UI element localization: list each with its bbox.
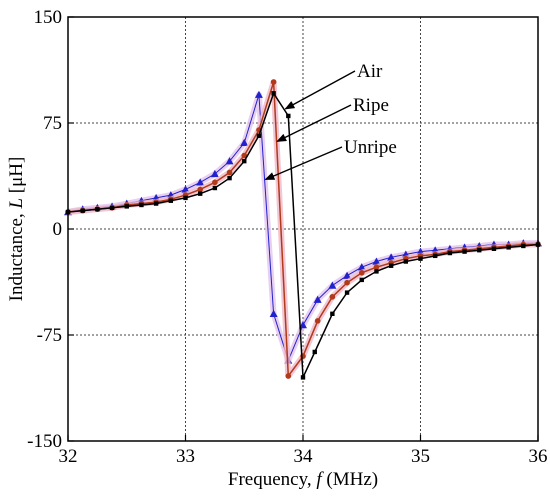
data-point-air <box>521 243 526 249</box>
data-point-unripe <box>313 295 322 303</box>
data-point-air <box>168 198 174 203</box>
data-point-air <box>312 349 317 355</box>
data-point-unripe <box>181 185 190 193</box>
x-tick-label: 34 <box>294 446 314 467</box>
y-tick-label: 150 <box>34 7 63 28</box>
x-axis-title-unit: (MHz) <box>322 469 378 490</box>
data-point-air <box>388 263 394 268</box>
x-tick-label: 35 <box>411 446 430 467</box>
x-axis-title-symbol: f <box>316 469 324 490</box>
data-point-unripe <box>269 309 278 317</box>
data-point-air <box>506 245 511 250</box>
data-point-air <box>344 290 350 295</box>
data-point-unripe <box>357 263 366 271</box>
data-point-ripe <box>241 152 248 159</box>
data-point-ripe <box>329 294 336 300</box>
data-point-ripe <box>226 169 233 176</box>
data-point-air <box>491 246 497 251</box>
data-point-air <box>447 250 453 256</box>
axis-ticks: 32 33 34 35 36 150 75 0 -75 -150 <box>27 7 547 467</box>
y-axis-title-symbol: L <box>6 198 27 210</box>
data-point-unripe <box>343 271 352 279</box>
series-air <box>65 91 541 380</box>
data-point-air <box>109 205 115 210</box>
data-point-air <box>271 91 276 96</box>
y-axis-title-unit: [μH] <box>6 157 27 198</box>
data-point-air <box>477 248 482 253</box>
y-tick-label: 0 <box>53 219 63 240</box>
data-point-unripe <box>240 138 249 146</box>
annotation-arrow-air <box>284 70 356 110</box>
data-point-air <box>95 207 100 212</box>
data-point-ripe <box>212 179 218 186</box>
data-point-ripe <box>197 186 203 193</box>
data-point-unripe <box>210 169 219 178</box>
data-point-air <box>330 311 335 316</box>
data-point-air <box>359 277 364 283</box>
y-tick-label: 75 <box>43 113 62 134</box>
data-point-ripe <box>373 264 380 270</box>
data-point-air <box>197 191 203 196</box>
data-point-air <box>256 133 262 138</box>
x-tick-label: 32 <box>59 446 78 467</box>
data-point-air <box>286 113 291 119</box>
data-point-air <box>80 208 85 213</box>
y-tick-label: -75 <box>37 325 62 346</box>
data-point-ripe <box>358 270 365 276</box>
annotation-ripe: Ripe <box>276 95 389 143</box>
annotation-label-ripe: Ripe <box>353 95 389 116</box>
data-point-air <box>432 253 438 259</box>
data-point-unripe <box>299 321 307 329</box>
annotation-unripe: Unripe <box>264 137 397 181</box>
annotation-label-air: Air <box>357 61 383 82</box>
data-point-ripe <box>314 318 321 324</box>
annotations: Air Ripe Unripe <box>264 61 397 181</box>
data-point-unripe <box>328 281 337 289</box>
data-point-air <box>374 269 379 274</box>
x-tick-label: 33 <box>176 446 195 467</box>
data-point-air <box>139 202 144 208</box>
data-point-air <box>403 259 409 264</box>
data-point-air <box>183 195 188 201</box>
annotation-arrow-unripe <box>264 146 343 181</box>
x-tick-label: 36 <box>529 446 548 467</box>
data-point-ripe <box>344 279 350 286</box>
data-point-ripe <box>285 373 292 379</box>
y-axis-title-prefix: Inductance, <box>6 209 27 302</box>
annotation-label-unripe: Unripe <box>344 137 397 158</box>
data-point-unripe <box>387 253 396 261</box>
y-tick-label: -150 <box>27 431 62 452</box>
series-unripe <box>64 90 542 364</box>
data-point-unripe <box>254 90 263 98</box>
data-point-air <box>153 201 159 206</box>
annotation-arrow-ripe <box>276 104 352 143</box>
y-axis-title: Inductance, L [μH] <box>6 157 27 302</box>
data-point-air <box>242 158 247 164</box>
data-point-ripe <box>270 79 277 85</box>
data-point-unripe <box>196 178 205 186</box>
data-point-unripe <box>372 257 381 265</box>
data-point-air <box>124 204 129 209</box>
data-point-air <box>227 175 232 181</box>
series-layer <box>64 79 542 380</box>
data-point-unripe <box>225 157 234 165</box>
data-point-air <box>418 256 423 261</box>
data-point-air <box>300 375 306 380</box>
data-point-air <box>212 185 218 191</box>
x-axis-title: Frequency, f (MHz) <box>228 469 378 490</box>
data-point-air <box>462 249 467 254</box>
annotation-air: Air <box>284 61 383 110</box>
x-axis-title-prefix: Frequency, <box>228 469 316 490</box>
